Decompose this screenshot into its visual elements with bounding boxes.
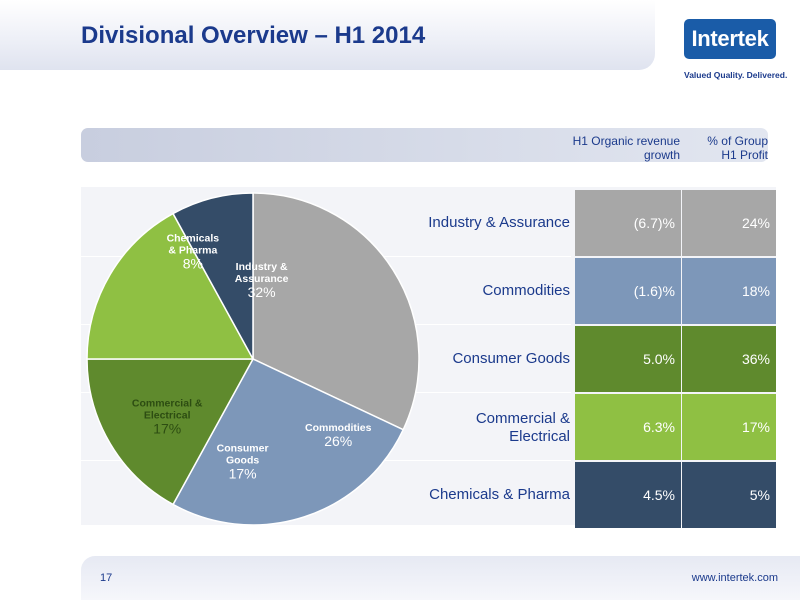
- growth-cell-4: 4.5%: [575, 462, 681, 528]
- row-label-3: Commercial & Electrical: [475, 410, 570, 445]
- header-growth: H1 Organic revenue growth: [572, 134, 680, 162]
- pie-value-2: 17%: [229, 466, 257, 482]
- profit-cell-2: 36%: [682, 326, 776, 392]
- growth-cell-0: (6.7)%: [575, 190, 681, 256]
- title-band: [0, 0, 655, 70]
- row-label-4: Chemicals & Pharma: [429, 486, 570, 503]
- profit-cell-3: 17%: [682, 394, 776, 460]
- profit-cell-1: 18%: [682, 258, 776, 324]
- pie-slice-2: [86, 358, 255, 506]
- pie-label-0: Industry & Assurance: [235, 261, 289, 285]
- pie-label-2: Consumer Goods: [217, 443, 269, 467]
- row-label-2: Consumer Goods: [452, 350, 570, 367]
- table-header-bar: [81, 128, 768, 162]
- logo-tagline: Valued Quality. Delivered.: [684, 70, 788, 80]
- pie-value-1: 26%: [324, 433, 352, 449]
- growth-cell-1: (1.6)%: [575, 258, 681, 324]
- page-number: 17: [100, 572, 113, 584]
- intertek-logo: Intertek: [684, 19, 776, 59]
- row-label-1: Commodities: [482, 282, 570, 299]
- pie-value-0: 32%: [248, 284, 276, 300]
- pie-slice-4: [172, 192, 254, 360]
- pie-slice-3: [86, 212, 255, 360]
- pie-label-1: Commodities: [305, 422, 372, 434]
- profit-cell-4: 5%: [682, 462, 776, 528]
- pie-label-4: Chemicals & Pharma: [167, 232, 220, 256]
- pie-slice-0: [252, 192, 420, 431]
- row-label-0: Industry & Assurance: [428, 214, 570, 231]
- growth-cell-3: 6.3%: [575, 394, 681, 460]
- pie-value-4: 8%: [183, 255, 203, 271]
- pie-label-3: Commercial & Electrical: [132, 398, 203, 422]
- pie-value-3: 17%: [153, 421, 181, 437]
- footer-url: www.intertek.com: [691, 572, 778, 584]
- header-profit: % of Group H1 Profit: [707, 134, 768, 162]
- footer-band: [81, 556, 800, 600]
- profit-cell-0: 24%: [682, 190, 776, 256]
- growth-cell-2: 5.0%: [575, 326, 681, 392]
- page-title: Divisional Overview – H1 2014: [81, 22, 426, 49]
